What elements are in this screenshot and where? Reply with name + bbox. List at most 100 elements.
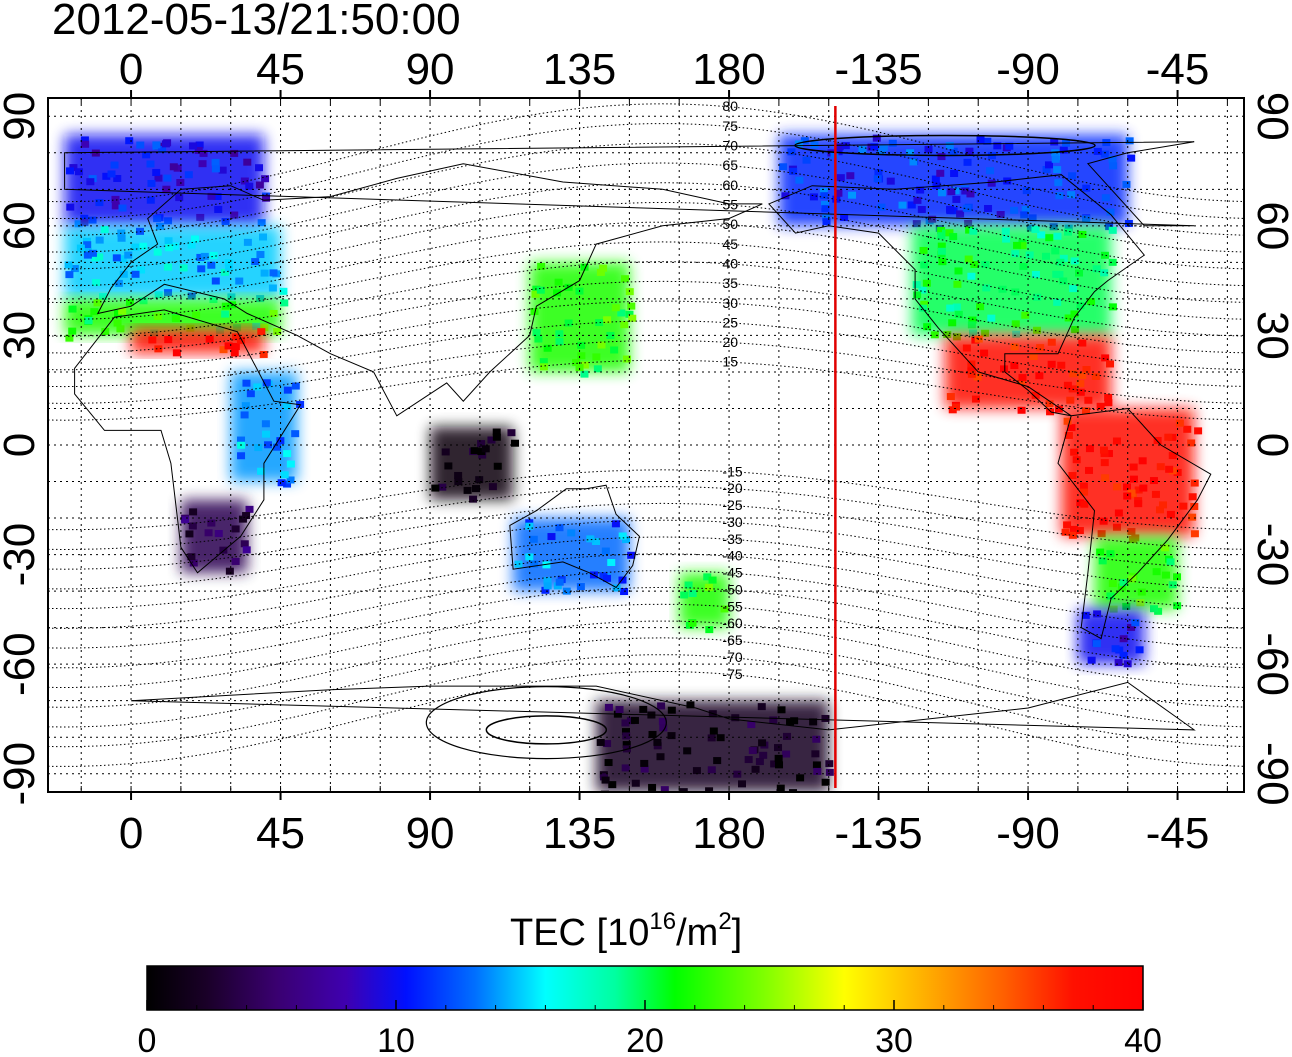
tec-cell (1109, 162, 1118, 170)
lon-tick-label: -135 (835, 45, 923, 94)
tec-cell (564, 319, 573, 327)
tec-cell (667, 706, 676, 714)
tec-cell (1187, 439, 1196, 447)
tec-cell (786, 718, 795, 726)
lat-tick-label: -60 (0, 632, 44, 696)
tec-cell (1168, 581, 1177, 589)
tec-cell (1122, 180, 1131, 188)
tec-cell (441, 448, 450, 456)
tec-cell (238, 515, 247, 523)
tec-cell (164, 237, 173, 245)
lat-tick-label: -30 (1248, 523, 1292, 587)
tec-cell (291, 430, 300, 438)
tec-cell (269, 309, 278, 317)
lon-tick-label: -45 (1146, 809, 1210, 858)
mlat-label: 70 (722, 138, 738, 154)
tec-cell (607, 559, 616, 567)
tec-cell (639, 705, 648, 713)
mlat-label: 60 (722, 177, 738, 193)
tec-cell (720, 605, 729, 613)
tec-cell (230, 149, 239, 157)
tec-cell (472, 485, 481, 493)
tec-cell (511, 439, 520, 447)
tec-cell (627, 551, 636, 559)
tec-cell (787, 148, 796, 156)
tec-cell (240, 411, 249, 419)
tec-cell (812, 761, 821, 769)
tec-cell (1050, 138, 1059, 146)
tec-cell (1017, 406, 1026, 414)
tec-cell (909, 158, 918, 166)
tec-cell (963, 158, 972, 166)
tec-cell (879, 144, 888, 152)
tec-cell (781, 192, 790, 200)
tec-cell (660, 786, 669, 792)
tec-cell (1070, 448, 1079, 456)
tec-cell (996, 210, 1005, 218)
tec-cell (1101, 354, 1110, 362)
tec-cell (1069, 370, 1078, 378)
tec-cell (1188, 493, 1197, 501)
tec-cell (966, 190, 975, 198)
mlat-label: 50 (722, 216, 738, 232)
tec-cell (679, 788, 688, 792)
tec-cell (93, 299, 102, 307)
tec-cell (834, 189, 843, 197)
tec-cell (945, 142, 954, 150)
tec-cell (204, 529, 213, 537)
tec-cell (1068, 172, 1077, 180)
tec-cell (214, 530, 223, 538)
tec-cell (919, 304, 928, 312)
mlat-label: 40 (722, 255, 738, 271)
mlat-contour (48, 280, 1244, 354)
mlat-contour (48, 261, 1244, 337)
tec-cell (920, 261, 929, 269)
mlat-contour (48, 502, 1244, 570)
tec-cell (187, 241, 196, 249)
tec-cell (1057, 361, 1066, 369)
auroral-oval-south (485, 715, 608, 745)
tec-cell (74, 168, 83, 176)
tec-cell (657, 702, 666, 710)
tec-cell (840, 213, 849, 221)
lon-tick-label: 0 (119, 809, 143, 858)
tec-cell (593, 365, 602, 373)
tec-cell (622, 732, 631, 740)
tec-cell (622, 536, 631, 544)
tec-cell (1070, 310, 1079, 318)
tec-cell (231, 343, 240, 351)
tec-cell (478, 451, 487, 459)
tec-cell (952, 303, 961, 311)
tec-cell (200, 252, 209, 260)
tec-cell (1101, 194, 1110, 202)
tec-cell (530, 560, 539, 568)
tec-cell (214, 205, 223, 213)
tec-cell (936, 169, 945, 177)
tec-cell (255, 181, 264, 189)
tec-cell (65, 334, 74, 342)
tec-cell (1100, 150, 1109, 158)
tec-cell (530, 308, 539, 316)
tec-cell (1128, 575, 1137, 583)
tec-cell (684, 581, 693, 589)
tec-cell (261, 420, 270, 428)
mlat-label: -40 (722, 548, 742, 564)
tec-cell (118, 307, 127, 315)
tec-cell (213, 192, 222, 200)
tec-cell (1075, 527, 1084, 535)
colorbar-tick-label: 10 (377, 1022, 415, 1057)
mlat-label: -50 (722, 581, 742, 597)
tec-cell (1080, 500, 1089, 508)
tec-cell (595, 319, 604, 327)
tec-cell (708, 576, 717, 584)
tec-cell (237, 452, 246, 460)
tec-cell (199, 149, 208, 157)
tec-cell (1087, 298, 1096, 306)
tec-cell (1067, 424, 1076, 432)
tec-cell (1070, 257, 1079, 265)
tec-cell (543, 582, 552, 590)
tec-cell (951, 187, 960, 195)
tec-cell (188, 522, 197, 530)
lon-tick-label: 180 (692, 809, 765, 858)
lon-tick-label: -135 (835, 809, 923, 858)
